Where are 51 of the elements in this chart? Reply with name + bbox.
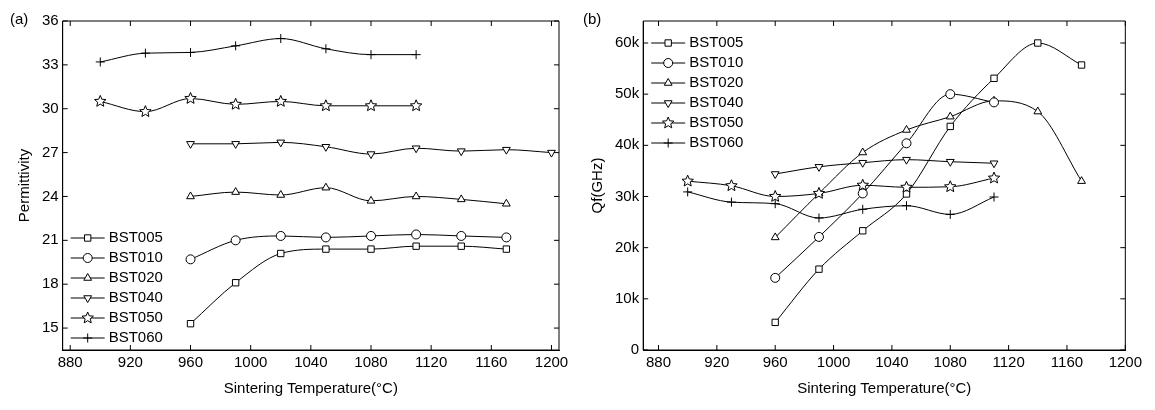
y-tick-label: 50k (615, 84, 640, 102)
y-axis-title: Qf(GHz) (588, 157, 606, 214)
y-tick-label: 33 (42, 55, 59, 73)
x-axis-title: Sintering Temperature(°C) (797, 379, 972, 397)
x-tick-label: 1000 (816, 353, 851, 371)
legend-label: BST060 (108, 328, 163, 346)
x-tick-label: 920 (117, 353, 143, 371)
x-tick-label: 880 (645, 353, 672, 371)
x-tick-label: 1040 (875, 353, 909, 371)
y-tick-label: 60k (615, 33, 640, 51)
legend-label: BST010 (108, 248, 163, 266)
y-tick-label: 18 (42, 274, 59, 292)
legend-label: BST005 (689, 33, 744, 51)
legend-label: BST005 (108, 228, 163, 246)
y-tick-label: 40k (615, 135, 640, 153)
x-tick-label: 880 (57, 353, 83, 371)
y-tick-label: 15 (42, 318, 59, 336)
y-tick-label: 10k (615, 288, 640, 306)
x-tick-label: 1200 (1108, 353, 1142, 371)
legend-label: BST020 (689, 73, 744, 91)
legend-label: BST050 (108, 308, 163, 326)
x-tick-label: 1200 (534, 353, 569, 371)
legend-label: BST040 (689, 93, 744, 111)
y-tick-label: 24 (42, 186, 59, 204)
legend-label: BST060 (689, 133, 744, 151)
y-tick-label: 20k (615, 237, 640, 255)
x-axis-title: Sintering Temperature(°C) (223, 379, 398, 397)
chart-title: (a) (10, 9, 29, 27)
legend-label: BST010 (689, 53, 744, 71)
x-tick-label: 1120 (992, 353, 1025, 371)
x-tick-label: 1120 (415, 353, 448, 371)
y-tick-label: 30 (42, 98, 59, 116)
x-tick-label: 1040 (294, 353, 328, 371)
chart-title: (b) (583, 9, 602, 27)
x-tick-label: 960 (178, 353, 204, 371)
y-tick-label: 30k (615, 186, 640, 204)
legend-label: BST050 (689, 113, 744, 131)
x-tick-label: 1080 (933, 353, 967, 371)
y-tick-label: 21 (42, 230, 59, 248)
x-tick-label: 1080 (354, 353, 388, 371)
y-axis-title: Permittivity (15, 148, 33, 223)
y-tick-label: 36 (42, 11, 59, 29)
y-tick-label: 0 (630, 340, 640, 358)
x-tick-label: 1160 (1050, 353, 1084, 371)
x-tick-label: 920 (704, 353, 730, 371)
x-tick-label: 1160 (475, 353, 508, 371)
x-tick-label: 960 (762, 353, 788, 371)
legend-label: BST020 (108, 268, 163, 286)
x-tick-label: 1000 (234, 353, 268, 371)
legend-label: BST040 (108, 288, 163, 306)
y-tick-label: 27 (42, 142, 59, 160)
